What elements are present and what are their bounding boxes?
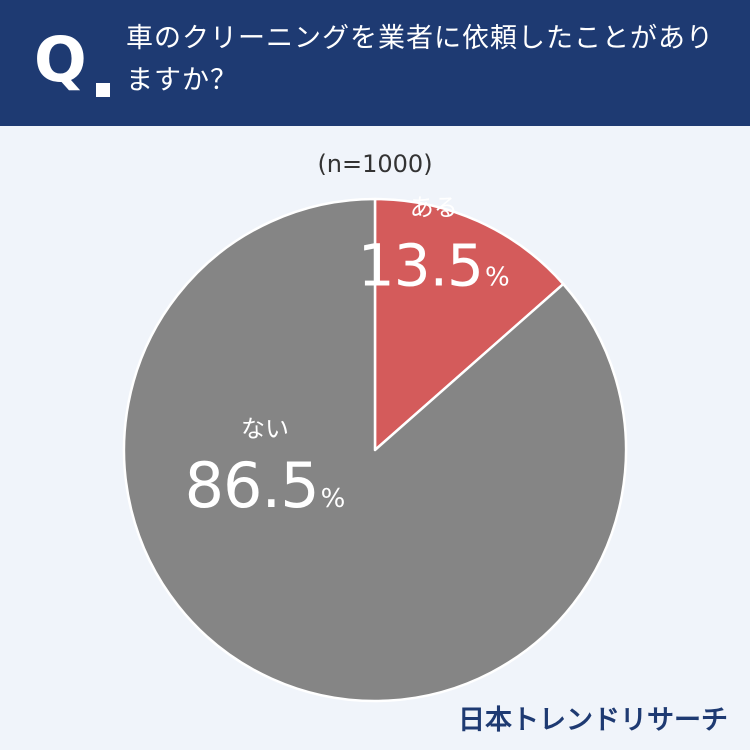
slice-label-yes: ある xyxy=(410,193,458,221)
brand-logo: 日本トレンドリサーチ xyxy=(458,705,728,736)
question-text: 車のクリーニングを業者に依頼したことがありますか？ xyxy=(126,23,714,96)
pie-slice-yes xyxy=(373,197,565,452)
sample-size: (n=1000) xyxy=(317,150,433,178)
q-mark: Q xyxy=(34,23,87,96)
slice-value-yes: 13.5% xyxy=(358,231,510,299)
q-dot xyxy=(96,83,110,97)
slice-label-no: ない xyxy=(241,415,289,443)
question-header: Q 車のクリーニングを業者に依頼したことがありますか？ xyxy=(0,0,750,126)
slice-value-no: 86.5% xyxy=(185,449,346,522)
pie-slice-no xyxy=(122,197,628,703)
